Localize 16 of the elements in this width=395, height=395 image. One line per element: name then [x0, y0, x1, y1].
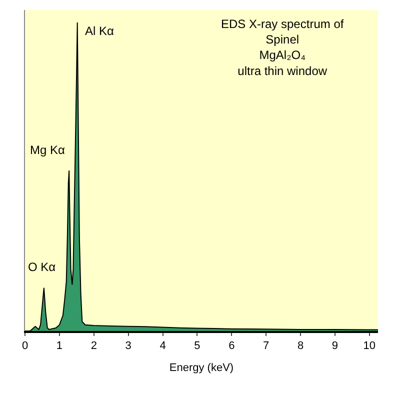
x-tick-label: 2 [90, 340, 97, 352]
annotation: O Kα [28, 260, 56, 274]
x-tick-label: 9 [332, 340, 338, 352]
x-tick-label: 0 [22, 340, 28, 352]
x-tick-label: 1 [56, 340, 62, 352]
x-tick-label: 10 [363, 340, 376, 352]
x-tick-label: 7 [263, 340, 270, 352]
x-tick-label: 5 [194, 340, 200, 352]
x-tick-label: 8 [297, 340, 304, 352]
text: EDS X-ray spectrum of Spinel MgAl₂O₄ ultra thin window [221, 17, 344, 78]
x-tick-label: 4 [160, 340, 166, 352]
annotation: Al Kα [85, 24, 114, 38]
x-tick-label: 6 [228, 340, 235, 352]
x-axis-title: Energy (keV) [169, 362, 234, 374]
annotation: Mg Kα [30, 143, 66, 157]
x-tick-label: 3 [125, 340, 132, 352]
